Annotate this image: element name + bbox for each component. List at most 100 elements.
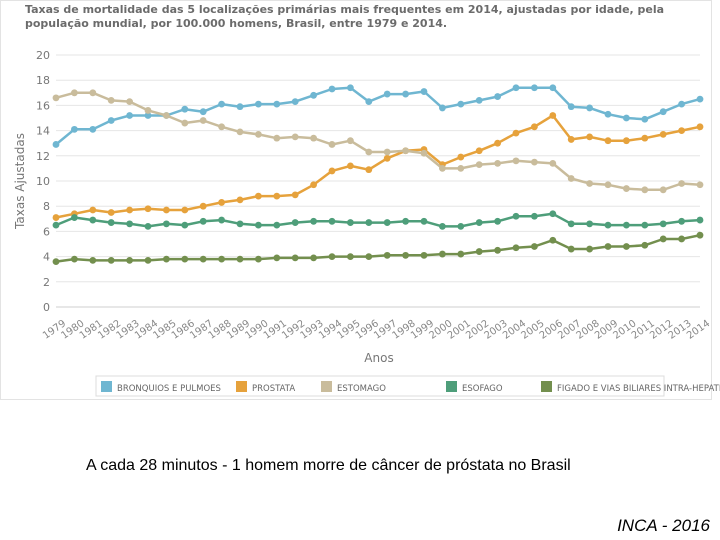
data-point [365, 253, 373, 260]
data-point [328, 217, 336, 225]
data-point [512, 157, 520, 165]
data-point [255, 192, 262, 200]
data-point [181, 255, 189, 263]
data-point [236, 103, 244, 111]
data-point [291, 98, 299, 106]
legend-swatch [446, 381, 457, 392]
legend-label: PROSTATA [252, 384, 295, 394]
data-point [475, 147, 483, 155]
data-point [439, 104, 446, 112]
data-point [623, 185, 630, 192]
data-point [347, 219, 354, 226]
data-point [383, 148, 391, 156]
legend-swatch [321, 381, 332, 392]
data-point [659, 235, 667, 243]
data-point [218, 199, 226, 206]
data-point [144, 256, 152, 264]
data-point [420, 88, 428, 95]
data-point [199, 202, 207, 210]
y-tick-label: 10 [36, 175, 50, 188]
data-point [273, 221, 281, 229]
data-point [475, 219, 483, 226]
data-point [641, 241, 649, 249]
data-point [623, 137, 630, 145]
data-point [494, 246, 501, 254]
series-line [55, 233, 701, 263]
data-point [678, 217, 685, 225]
data-point [52, 141, 60, 148]
data-point [347, 84, 354, 92]
data-point [604, 110, 612, 118]
data-point [604, 137, 612, 145]
data-point [291, 219, 299, 226]
chart-panel: Taxas de mortalidade das 5 localizações … [0, 0, 712, 400]
data-point [236, 220, 244, 228]
data-point [623, 243, 630, 250]
data-point [531, 84, 538, 92]
x-axis-label: Anos [364, 351, 393, 365]
data-point [567, 175, 575, 182]
data-point [549, 159, 557, 167]
y-axis-label: Taxas Ajustadas [13, 133, 27, 230]
data-point [678, 235, 685, 243]
y-tick-label: 4 [43, 251, 50, 264]
data-point [218, 216, 226, 224]
legend-swatch [236, 381, 247, 392]
data-point [218, 123, 226, 131]
data-point [89, 125, 97, 133]
data-point [567, 103, 575, 111]
chart-title: Taxas de mortalidade das 5 localizações … [25, 3, 665, 30]
data-point [512, 244, 520, 252]
data-point [494, 159, 501, 167]
data-point [457, 250, 465, 258]
source-credit: INCA - 2016 [617, 516, 710, 535]
data-point [365, 148, 373, 156]
data-point [273, 134, 281, 142]
data-point [383, 154, 391, 162]
data-point [347, 137, 354, 145]
data-point [383, 219, 391, 226]
y-tick-label: 2 [43, 276, 50, 289]
data-point [126, 112, 133, 119]
data-point [383, 251, 391, 259]
data-point [107, 219, 115, 226]
series-line [55, 212, 701, 228]
data-point [402, 217, 409, 225]
data-point [310, 91, 317, 99]
data-point [126, 206, 133, 214]
data-point [163, 112, 170, 119]
series-line [55, 91, 701, 192]
data-point [678, 127, 685, 134]
y-tick-label: 16 [36, 99, 50, 112]
data-point [199, 117, 207, 124]
data-point [641, 221, 649, 229]
legend-swatch [541, 381, 552, 392]
data-point [604, 181, 612, 189]
data-point [494, 217, 501, 225]
data-point [531, 158, 538, 166]
data-point [181, 206, 189, 214]
data-point [273, 100, 281, 108]
data-point [586, 220, 593, 228]
data-point [549, 112, 557, 119]
data-point [549, 84, 557, 92]
data-point [604, 243, 612, 250]
data-point [531, 212, 538, 220]
data-point [365, 219, 373, 226]
data-point [107, 256, 115, 264]
data-point [494, 139, 501, 147]
data-point [107, 117, 115, 124]
line-chart: 0246810121416182019791980198119821983198… [13, 49, 720, 397]
legend-label: ESOFAGO [462, 384, 503, 394]
data-point [89, 206, 97, 214]
data-point [439, 165, 446, 172]
data-point [52, 214, 60, 221]
data-point [52, 258, 60, 266]
data-point [89, 216, 97, 224]
data-point [678, 180, 685, 187]
data-point [236, 128, 244, 136]
data-point [420, 217, 428, 225]
data-point [163, 206, 170, 214]
data-point [439, 250, 446, 258]
data-point [144, 112, 152, 119]
